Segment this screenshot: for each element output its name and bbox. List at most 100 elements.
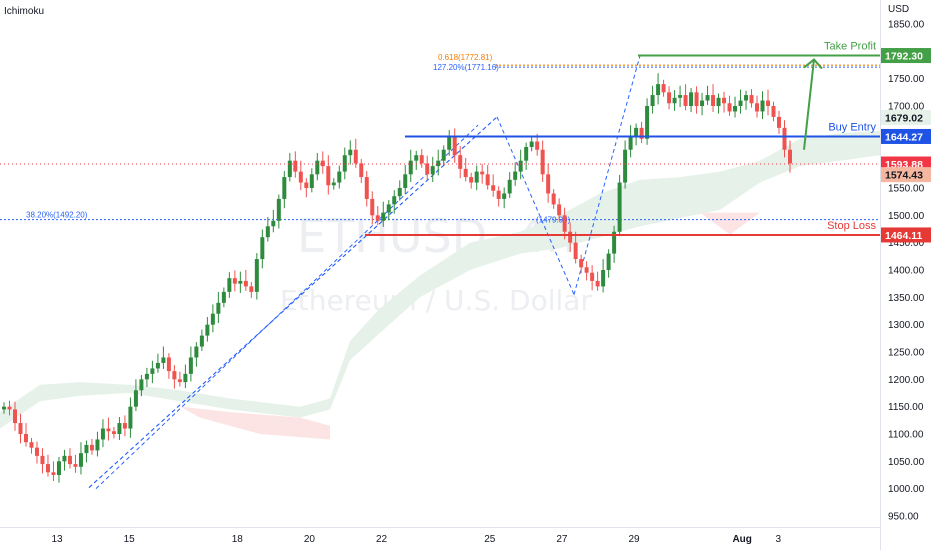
candle-body bbox=[727, 103, 732, 112]
candle-body bbox=[777, 116, 782, 128]
candle-body bbox=[788, 149, 792, 164]
candle-body bbox=[485, 174, 490, 186]
candle-body bbox=[326, 166, 331, 186]
time-tick-label: 3 bbox=[775, 534, 781, 545]
price-label-text: 1679.02 bbox=[885, 112, 923, 124]
candle-body bbox=[34, 447, 39, 456]
currency-label: USD bbox=[888, 4, 909, 15]
candle-body bbox=[381, 212, 386, 221]
candle-body bbox=[2, 406, 6, 410]
candle-body bbox=[227, 278, 232, 292]
candle-body bbox=[260, 237, 265, 260]
candle-body bbox=[771, 106, 776, 117]
candle-body bbox=[612, 231, 617, 254]
candle-body bbox=[458, 155, 463, 169]
candle-body bbox=[601, 270, 606, 287]
price-tick-label: 1750.00 bbox=[888, 74, 925, 85]
candle-body bbox=[766, 100, 771, 106]
candle-body bbox=[496, 190, 501, 199]
candle-body bbox=[661, 84, 666, 93]
candle-body bbox=[540, 149, 545, 175]
candle-body bbox=[722, 97, 727, 104]
candle-body bbox=[733, 106, 738, 112]
candle-body bbox=[755, 103, 760, 112]
candle-body bbox=[320, 160, 325, 167]
candle-body bbox=[337, 171, 342, 183]
candle-body bbox=[144, 373, 149, 380]
candle-body bbox=[414, 155, 419, 161]
candle-body bbox=[172, 371, 177, 380]
candle-body bbox=[617, 182, 622, 232]
candle-body bbox=[276, 198, 281, 221]
level-label-buy-entry: Buy Entry bbox=[828, 121, 876, 133]
candle-body bbox=[782, 127, 787, 150]
candle-body bbox=[705, 95, 710, 101]
candle-body bbox=[667, 92, 672, 104]
candle-body bbox=[12, 409, 17, 424]
candle-body bbox=[744, 95, 749, 101]
candle-body bbox=[507, 179, 512, 194]
candle-body bbox=[100, 428, 105, 440]
candle-body bbox=[315, 160, 320, 175]
pattern-line bbox=[88, 116, 498, 488]
candle-body bbox=[133, 390, 138, 407]
level-label-take-profit: Take Profit bbox=[824, 41, 876, 53]
candle-body bbox=[238, 280, 243, 284]
candle-body bbox=[419, 155, 424, 164]
price-tick-label: 1150.00 bbox=[888, 402, 924, 413]
candle-body bbox=[425, 163, 430, 175]
candle-body bbox=[166, 357, 171, 372]
candle-body bbox=[265, 226, 270, 238]
candle-body bbox=[161, 357, 166, 363]
time-axis[interactable]: 13 15 18 20 22 25 27 29 Aug 3 bbox=[0, 527, 880, 546]
candle-body bbox=[524, 147, 529, 161]
price-tick-label: 1250.00 bbox=[888, 348, 925, 359]
candle-body bbox=[535, 141, 540, 150]
price-label-text: 1464.11 bbox=[885, 230, 923, 242]
candle-body bbox=[73, 464, 78, 467]
watermark-name: Ethereum / U.S. Dollar bbox=[280, 284, 592, 317]
candle-body bbox=[639, 127, 644, 139]
cloud-bearish-area-1 bbox=[180, 406, 330, 440]
candle-body bbox=[606, 253, 611, 270]
candle-body bbox=[491, 185, 496, 191]
candle-body bbox=[557, 204, 562, 216]
price-axis[interactable]: 950.00 1000.00 1050.00 1100.00 1150.00 1200.0… bbox=[880, 0, 932, 550]
candle-body bbox=[749, 95, 754, 104]
candle-body bbox=[62, 455, 67, 462]
price-label-text: 1574.43 bbox=[885, 170, 923, 182]
watermark: ETHUSD, 4h Ethereum / U.S. Dollar bbox=[280, 209, 592, 317]
candle-body bbox=[430, 166, 435, 175]
candle-body bbox=[106, 428, 111, 432]
price-label-text: 1644.27 bbox=[885, 131, 923, 143]
candle-body bbox=[513, 171, 518, 180]
candle-body bbox=[95, 439, 100, 451]
fib-annotation: 127.20%(1771.16) bbox=[433, 63, 499, 72]
price-tick-label: 1500.00 bbox=[888, 211, 925, 222]
price-tick-label: 1050.00 bbox=[888, 457, 925, 468]
ichimoku-cloud bbox=[0, 130, 880, 440]
time-tick-label: 20 bbox=[304, 534, 316, 545]
trade-levels: Take Profit Buy Entry Stop Loss bbox=[0, 41, 880, 236]
candle-body bbox=[700, 100, 705, 106]
candle-body bbox=[562, 215, 567, 232]
candle-body bbox=[447, 136, 452, 150]
candle-body bbox=[403, 174, 408, 188]
fib-drawings: 0.618(1772.81)127.20%(1771.16) 38.20%(149… bbox=[0, 53, 880, 490]
candle-body bbox=[469, 177, 474, 183]
candle-body bbox=[128, 406, 133, 429]
candle-body bbox=[573, 242, 578, 260]
candle-body bbox=[188, 357, 193, 374]
price-label-text: 1792.30 bbox=[885, 51, 923, 63]
cloud-bearish-area-2 bbox=[700, 212, 760, 235]
candle-body bbox=[359, 163, 364, 178]
candle-body bbox=[216, 302, 221, 314]
price-tick-label: 1700.00 bbox=[888, 102, 925, 113]
candle-body bbox=[221, 291, 226, 303]
candle-body bbox=[375, 215, 380, 221]
candle-body bbox=[392, 196, 397, 205]
candle-body bbox=[210, 313, 215, 325]
price-tick-label: 1300.00 bbox=[888, 320, 925, 331]
candle-body bbox=[298, 171, 303, 183]
